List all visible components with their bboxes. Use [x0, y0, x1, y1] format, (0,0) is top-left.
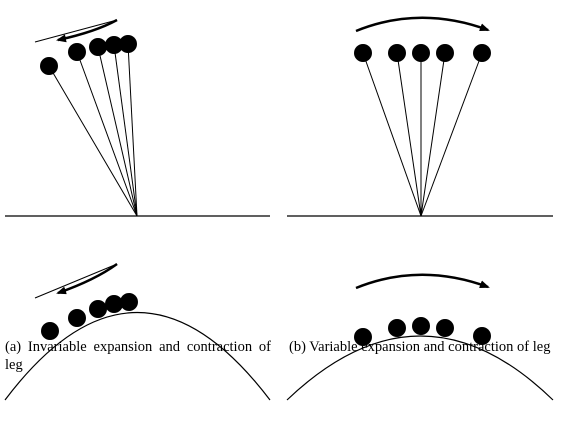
panel-b-flat — [287, 18, 553, 216]
caption-a: (a) Invariable expansion and contraction… — [5, 338, 271, 374]
page: {"captions": {"a": "(a) Invariable expan… — [0, 0, 564, 437]
panel-a-flat — [5, 20, 270, 216]
caption-b: (b) Variable expansion and contraction o… — [289, 338, 555, 356]
panel-a-hill — [5, 264, 270, 400]
